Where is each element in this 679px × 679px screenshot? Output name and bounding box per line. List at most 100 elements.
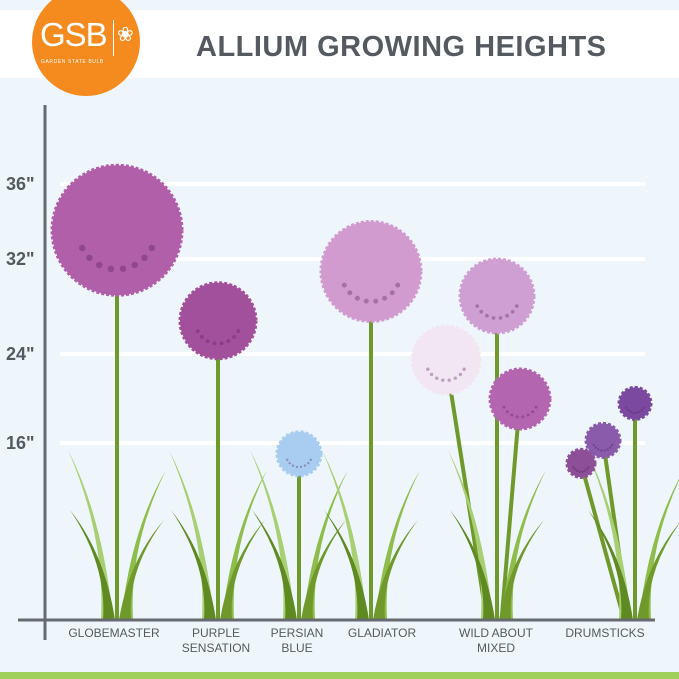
flower-dot <box>573 468 577 471</box>
y-tick-16: 16" <box>6 433 35 453</box>
flower-dot <box>510 309 515 314</box>
logo-text: GSB <box>40 16 108 53</box>
x-label-gladiator: GLADIATOR <box>347 626 417 640</box>
flower-dot <box>526 413 530 417</box>
flower-dot <box>86 254 93 262</box>
leaf <box>252 510 297 620</box>
leaf <box>637 523 679 620</box>
flower-dot <box>219 341 224 346</box>
flower-head <box>617 385 653 421</box>
flower-dot <box>514 304 519 308</box>
flower-dot <box>594 446 597 449</box>
flower-head <box>584 421 622 459</box>
flower-dot <box>572 465 575 469</box>
x-label-persian-blue: PERSIAN BLUE <box>270 626 324 655</box>
flower-dot <box>592 443 596 447</box>
y-tick-24: 24" <box>6 344 35 364</box>
x-label-drumsticks: DRUMSTICKS <box>565 626 645 640</box>
flower-dot <box>606 448 609 451</box>
flower-dot <box>212 341 217 346</box>
flower-dot <box>426 367 430 371</box>
flower-dot <box>236 329 241 334</box>
flower-dot <box>625 406 628 409</box>
leaf <box>499 520 544 620</box>
flower-dot <box>581 470 584 473</box>
flower-dot <box>441 378 445 382</box>
flower-dot <box>226 339 231 343</box>
flower-dot <box>232 334 237 339</box>
flower-dot <box>485 313 489 318</box>
leaf <box>70 510 115 620</box>
flower-head <box>178 281 258 361</box>
flower-dot <box>363 298 369 304</box>
flower-dot <box>475 304 480 308</box>
flower-dot <box>597 448 600 451</box>
flower-dot <box>309 458 312 462</box>
leaf <box>588 510 633 620</box>
flower-dot <box>632 411 635 415</box>
stem <box>499 398 522 621</box>
x-label-purple-sensation: PURPLE SENSATION <box>181 626 251 655</box>
flower-dot <box>205 339 210 343</box>
flower-dot <box>640 408 643 412</box>
flower-dot <box>629 410 632 414</box>
flower-dot <box>288 462 291 465</box>
flower-dot <box>373 298 379 304</box>
y-tick-32: 32" <box>6 249 35 269</box>
flower-dot <box>141 254 148 262</box>
flower-dot <box>521 415 525 419</box>
x-label-globemaster: GLOBEMASTER <box>68 626 160 640</box>
flower-dot <box>585 468 589 471</box>
flower-head <box>275 430 323 478</box>
flower-dot <box>291 464 295 467</box>
y-tick-36: 36" <box>6 174 35 194</box>
flower-dot <box>600 449 603 452</box>
flower-head <box>319 220 423 323</box>
x-label-wild-about-mixed: WILD ABOUT MIXED <box>458 626 534 655</box>
flower-dot <box>429 372 434 377</box>
leaf <box>324 510 369 620</box>
flower-dot <box>583 469 587 473</box>
flower-dot <box>575 469 579 473</box>
flower-dot <box>307 462 310 465</box>
flower-head <box>410 324 482 396</box>
flower-dot <box>609 446 612 449</box>
flower-dot <box>587 465 590 469</box>
flower-dot <box>491 316 496 320</box>
flower-dot <box>382 295 388 301</box>
flower-dot <box>107 265 115 273</box>
logo-divider <box>113 20 114 56</box>
flower-dot <box>79 244 86 252</box>
flower-dot <box>515 415 519 419</box>
flower-dot <box>510 413 514 417</box>
flower-dot <box>505 313 509 318</box>
tulip-icon: ❀ <box>117 24 134 46</box>
logo-subtext: GARDEN STATE BULB <box>41 59 104 65</box>
flower-dot <box>148 244 155 252</box>
flower-dot <box>131 261 138 269</box>
flower-dot <box>502 405 506 409</box>
leaf <box>220 520 265 620</box>
flower-head <box>488 367 552 431</box>
leaf <box>301 520 346 620</box>
gsb-logo: GSB ❀ GARDEN STATE BULB <box>32 0 140 96</box>
flower-dot <box>295 465 299 469</box>
page-title: ALLIUM GROWING HEIGHTS <box>196 31 607 63</box>
flower-dot <box>627 408 630 412</box>
leaf <box>450 510 495 620</box>
flower-dot <box>341 282 347 288</box>
flower-dot <box>447 378 451 382</box>
leaf <box>119 520 164 620</box>
flower-dot <box>635 411 638 415</box>
flower-dot <box>199 334 204 339</box>
flower-dot <box>498 316 503 320</box>
flower-dot <box>638 410 641 414</box>
flower-dot <box>347 290 353 296</box>
flower-dot <box>453 376 457 380</box>
flower-dot <box>603 449 606 452</box>
flower-dot <box>534 405 538 409</box>
flower-dot <box>578 470 581 473</box>
footer-band <box>0 672 679 679</box>
